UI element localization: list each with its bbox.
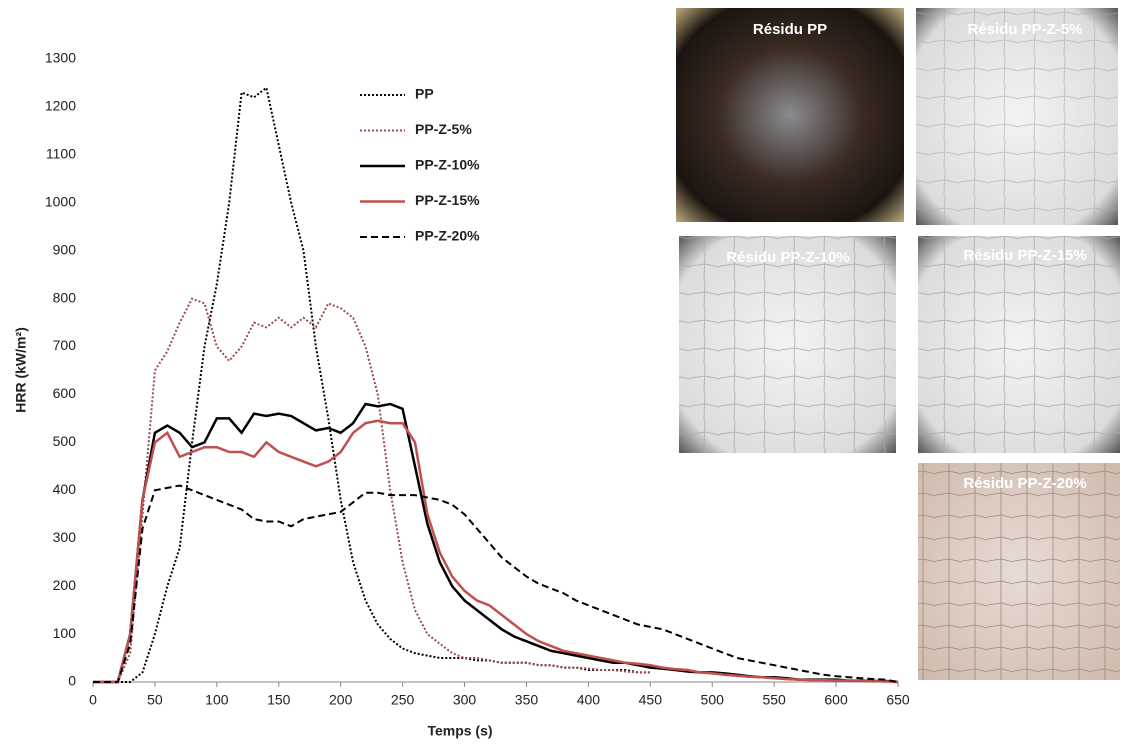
x-tick-label: 100	[205, 692, 229, 708]
x-tick-label: 0	[89, 692, 97, 708]
y-tick-label: 1000	[45, 193, 76, 209]
x-axis-title: Temps (s)	[427, 723, 492, 739]
photo	[676, 8, 904, 222]
photo-texture	[918, 463, 1120, 680]
y-tick-label: 900	[53, 241, 77, 257]
legend-label: PP	[415, 86, 434, 102]
x-tick-label: 300	[453, 692, 477, 708]
y-tick-label: 500	[53, 433, 77, 449]
legend-label: PP-Z-10%	[415, 157, 480, 173]
photo-label: Résidu PP-Z-5%	[967, 21, 1082, 38]
series-line	[93, 484, 899, 683]
photo-label: Résidu PP	[753, 21, 827, 38]
y-tick-label: 200	[53, 577, 77, 593]
x-tick-label: 350	[515, 692, 539, 708]
y-axis-title: HRR (kW/m²)	[13, 327, 29, 413]
photos: Résidu PP Résidu PP-Z-5% Résidu PP-Z-10%…	[676, 8, 1120, 680]
x-tick-label: 150	[267, 692, 291, 708]
photo-texture	[918, 236, 1120, 453]
y-tick-label: 1200	[45, 98, 76, 114]
photo-label: Résidu PP-Z-15%	[963, 247, 1086, 264]
x-tick-label: 50	[147, 692, 163, 708]
y-tick-label: 800	[53, 289, 77, 305]
legend-label: PP-Z-15%	[415, 192, 480, 208]
x-tick-label: 250	[391, 692, 415, 708]
x-tick-label: 650	[886, 692, 910, 708]
y-tick-label: 400	[53, 481, 77, 497]
photo-label: Résidu PP-Z-10%	[726, 249, 849, 266]
photo-texture	[916, 8, 1118, 225]
x-tick-label: 450	[639, 692, 663, 708]
y-tick-label: 700	[53, 337, 77, 353]
x-tick-label: 550	[762, 692, 786, 708]
x-tick-label: 200	[329, 692, 353, 708]
y-tick-label: 1100	[46, 146, 76, 162]
y-tick-label: 0	[68, 673, 76, 689]
y-tick-label: 300	[53, 529, 77, 545]
x-tick-label: 400	[577, 692, 601, 708]
series-line	[93, 297, 651, 683]
series-line	[93, 86, 651, 683]
y-tick-label: 1300	[45, 50, 76, 66]
y-tick-label: 100	[53, 625, 77, 641]
series-line	[93, 419, 899, 684]
photo-label: Résidu PP-Z-20%	[963, 475, 1086, 492]
legend-label: PP-Z-20%	[415, 228, 480, 244]
x-tick-label: 600	[824, 692, 848, 708]
photo-texture	[679, 236, 896, 453]
legend-label: PP-Z-5%	[415, 121, 472, 137]
y-tick-label: 600	[53, 385, 77, 401]
x-tick-label: 500	[701, 692, 725, 708]
